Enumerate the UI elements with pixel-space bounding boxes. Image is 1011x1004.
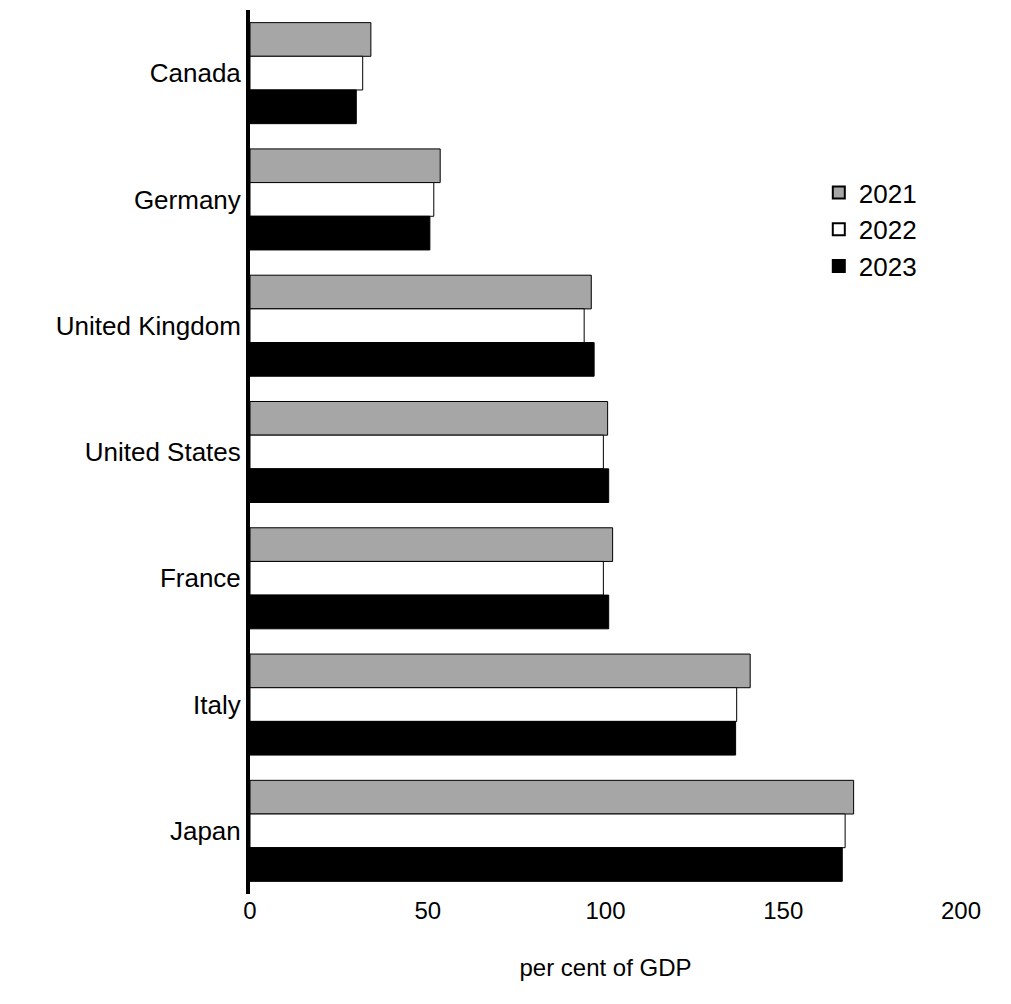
svg-text:Canada: Canada [150,58,242,88]
svg-text:2023: 2023 [859,252,917,282]
svg-text:Japan: Japan [170,816,241,846]
svg-text:per cent of GDP: per cent of GDP [519,954,691,981]
svg-text:50: 50 [414,897,441,924]
svg-text:United States: United States [85,437,241,467]
svg-text:Germany: Germany [134,185,241,215]
svg-text:France: France [160,563,241,593]
svg-text:2022: 2022 [859,215,917,245]
svg-text:100: 100 [585,897,625,924]
svg-text:0: 0 [243,897,256,924]
svg-text:United Kingdom: United Kingdom [56,311,241,341]
svg-text:Italy: Italy [193,690,241,720]
svg-text:150: 150 [763,897,803,924]
svg-text:200: 200 [941,897,981,924]
svg-text:2021: 2021 [859,179,917,209]
